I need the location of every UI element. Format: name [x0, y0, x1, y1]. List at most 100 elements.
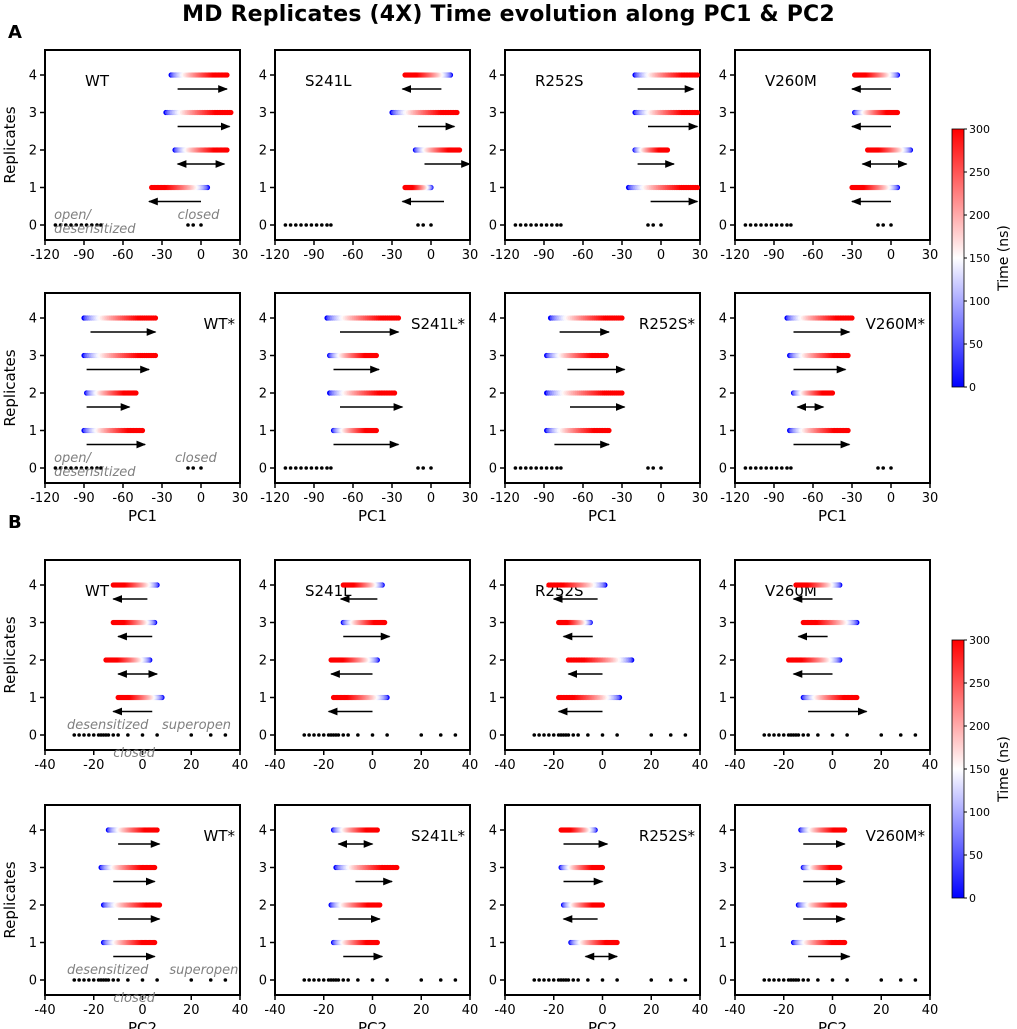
x-tick-label: 0 — [138, 1003, 146, 1018]
y-tick-label: 0 — [29, 729, 37, 744]
reference-point — [566, 733, 571, 737]
reference-point — [537, 733, 541, 737]
reference-point — [806, 978, 810, 982]
x-tick-label: -60 — [572, 491, 593, 506]
y-tick-label: 3 — [489, 861, 497, 876]
reference-point — [789, 223, 793, 227]
reference-point — [748, 223, 753, 227]
trajectory-point — [546, 582, 552, 588]
x-tick-label: -30 — [151, 491, 172, 506]
colorbar: 0 50 100 150 200 250 300 Time (ns) — [951, 634, 1012, 905]
reference-point — [288, 223, 293, 227]
y-tick-label: 1 — [259, 424, 267, 439]
state-annotation: superopen — [162, 718, 231, 733]
reference-point — [419, 733, 424, 737]
reference-point — [341, 733, 346, 737]
y-tick-label: 2 — [29, 387, 37, 402]
reference-point — [748, 466, 753, 470]
state-annotation: open/ — [54, 208, 92, 223]
reference-point — [111, 978, 116, 982]
reference-point — [796, 733, 801, 737]
x-tick-label: -40 — [724, 758, 745, 773]
trajectory-point — [694, 109, 701, 116]
x-tick-label: -30 — [151, 248, 172, 263]
reference-point — [314, 223, 319, 227]
x-axis-label: PC2 — [588, 1019, 617, 1029]
y-tick-label: 2 — [29, 144, 37, 159]
panel-title: S241L — [305, 72, 352, 90]
y-tick-label: 4 — [29, 579, 37, 594]
plot-frame — [504, 49, 701, 241]
chart-panel: -120 -90 -60 -30 0 30 0 1 2 3 4 WT* PC1 Replicates ope… — [1, 292, 248, 525]
x-tick-label: 30 — [692, 248, 709, 263]
reference-point — [283, 466, 288, 470]
reference-point — [876, 466, 880, 470]
reference-point — [385, 978, 389, 982]
trajectory-point — [619, 315, 625, 321]
reference-point — [777, 733, 781, 737]
reference-point — [571, 978, 576, 982]
y-tick-label: 1 — [29, 424, 37, 439]
y-tick-label: 0 — [489, 219, 497, 234]
x-tick-label: -60 — [342, 248, 363, 263]
trajectory-point — [694, 184, 701, 191]
x-tick-label: -40 — [34, 1003, 55, 1018]
reference-point — [438, 733, 443, 737]
reference-point — [889, 466, 893, 470]
colorbar-tick-label: 250 — [969, 166, 990, 179]
trajectory-point — [603, 352, 610, 359]
trajectory-point — [152, 939, 158, 946]
reference-point — [542, 733, 546, 737]
reference-point — [539, 223, 544, 227]
x-tick-label: -40 — [264, 758, 285, 773]
trajectory-point — [849, 184, 855, 191]
reference-point — [321, 978, 326, 982]
reference-point — [615, 978, 619, 982]
reference-point — [84, 223, 89, 227]
trajectory-point — [133, 390, 139, 396]
reference-point — [325, 223, 329, 227]
x-tick-label: -90 — [73, 248, 94, 263]
trajectory-point — [395, 315, 402, 321]
reference-point — [759, 223, 763, 227]
y-tick-label: 0 — [259, 219, 267, 234]
x-tick-label: -60 — [342, 491, 363, 506]
reference-point — [304, 223, 309, 227]
state-annotation: closed — [178, 208, 220, 223]
reference-point — [646, 466, 650, 470]
reference-point — [668, 733, 673, 737]
trajectory-point — [842, 902, 848, 908]
plot-frame — [504, 292, 701, 484]
colorbar-gradient — [951, 639, 965, 899]
trajectory-point — [793, 582, 799, 588]
trajectory-point — [152, 315, 159, 321]
x-tick-label: -20 — [773, 1003, 794, 1018]
state-annotation: desensitized — [54, 222, 136, 237]
reference-point — [346, 733, 350, 737]
y-tick-label: 4 — [259, 69, 267, 84]
y-tick-label: 1 — [719, 691, 727, 706]
reference-point — [341, 978, 346, 982]
reference-point — [140, 978, 145, 982]
reference-point — [683, 978, 688, 982]
reference-point — [600, 978, 605, 982]
reference-point — [586, 733, 590, 737]
trajectory-point — [800, 619, 806, 626]
colorbar-label: Time (ns) — [996, 736, 1012, 803]
y-tick-label: 2 — [489, 899, 497, 914]
trajectory-point — [599, 902, 606, 908]
y-tick-label: 0 — [259, 462, 267, 477]
y-tick-label: 2 — [719, 899, 727, 914]
x-tick-label: 0 — [197, 491, 205, 506]
x-tick-label: -30 — [381, 491, 402, 506]
reference-point — [571, 733, 576, 737]
reference-point — [881, 466, 885, 470]
y-tick-label: 4 — [719, 312, 727, 327]
reference-point — [586, 978, 590, 982]
reference-point — [801, 733, 806, 737]
x-tick-label: -90 — [533, 248, 554, 263]
x-tick-label: 0 — [887, 491, 895, 506]
